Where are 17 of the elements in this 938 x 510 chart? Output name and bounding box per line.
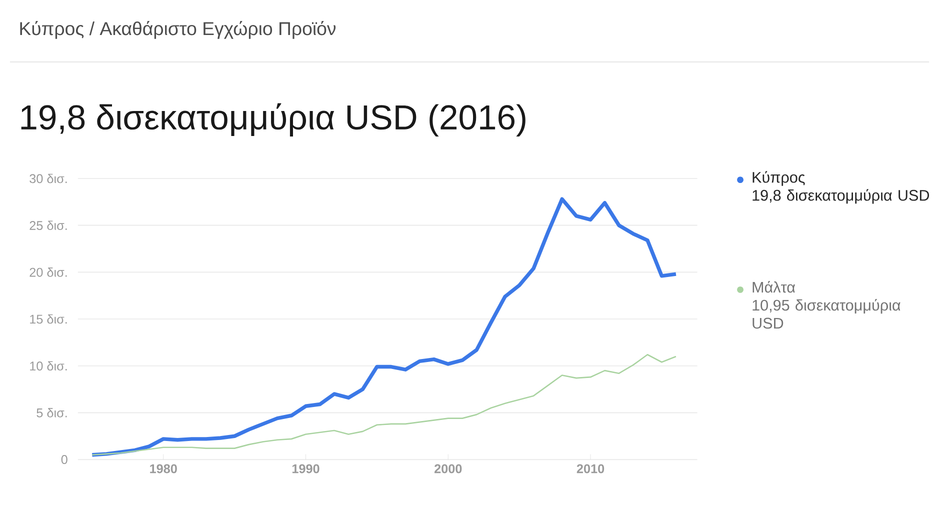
x-tick-label: 2000	[434, 464, 462, 473]
y-tick-label: 0	[61, 454, 68, 464]
y-tick-label: 5 δισ.	[36, 408, 67, 418]
x-tick-label: 1990	[292, 464, 320, 473]
y-tick-label: 25 δισ.	[30, 220, 67, 230]
text: 10,95 δισεκατομμύρια USD	[752, 298, 900, 328]
x-tick-label: 2010	[576, 464, 604, 473]
y-tick-label: 20 δισ.	[30, 267, 67, 277]
chart-subtitle: Κύπρος / Ακαθάριστο Εγχώριο Προϊόν	[20, 20, 336, 39]
y-tick-label: 10 δισ.	[30, 360, 67, 370]
y-tick-label: 15 δισ.	[30, 314, 67, 324]
legend-label: Μάλτα	[752, 280, 796, 292]
y-tick-label: 30 δισ.	[30, 174, 67, 183]
legend-label: Κύπρος	[752, 170, 805, 186]
text: 19,8 δισεκατομμύρια USD	[752, 188, 930, 204]
chart-title: 19,8 δισεκατομμύρια USD (2016)	[21, 103, 526, 136]
x-tick-label: 1980	[150, 464, 177, 473]
